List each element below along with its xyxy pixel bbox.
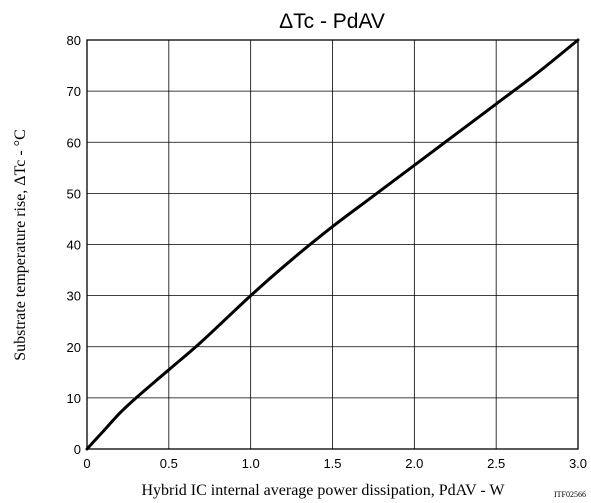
x-tick-label: 0 xyxy=(83,456,90,471)
y-tick-labels: 0 10 20 30 40 50 60 70 80 xyxy=(67,33,81,457)
x-tick-label: 1.0 xyxy=(242,456,260,471)
chart-title: ΔTc - PdAV xyxy=(279,10,385,33)
y-tick-label: 80 xyxy=(67,33,81,48)
y-tick-label: 0 xyxy=(74,442,81,457)
y-tick-label: 70 xyxy=(67,84,81,99)
x-tick-label: 3.0 xyxy=(569,456,587,471)
plot-frame xyxy=(86,39,579,450)
x-axis-label: Hybrid IC internal average power dissipa… xyxy=(141,482,505,499)
x-tick-label: 2.0 xyxy=(405,456,423,471)
x-tick-label: 2.5 xyxy=(487,456,505,471)
y-tick-label: 10 xyxy=(67,391,81,406)
x-tick-label: 1.5 xyxy=(323,456,341,471)
y-tick-label: 60 xyxy=(67,135,81,150)
figure-code: ITF02566 xyxy=(554,490,586,499)
y-axis-label: Substrate temperature rise, ΔTc - °C xyxy=(12,129,29,361)
y-tick-label: 40 xyxy=(67,238,81,253)
x-tick-labels: 0 0.5 1.0 1.5 2.0 2.5 3.0 xyxy=(83,456,587,471)
y-tick-label: 20 xyxy=(67,340,81,355)
series-line xyxy=(85,38,580,451)
y-tick-label: 50 xyxy=(67,186,81,201)
x-tick-label: 0.5 xyxy=(160,456,178,471)
y-tick-label: 30 xyxy=(67,289,81,304)
grid xyxy=(87,40,578,449)
series-group xyxy=(85,38,580,451)
